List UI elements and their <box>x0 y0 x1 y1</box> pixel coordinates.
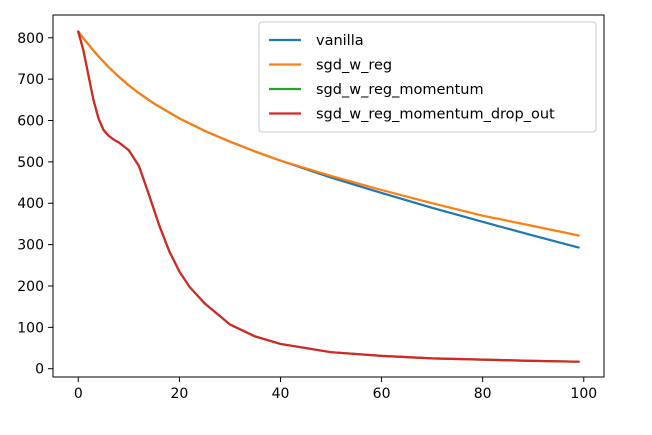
x-tick-label: 100 <box>570 386 597 402</box>
x-tick-label: 80 <box>474 386 492 402</box>
y-tick-label: 400 <box>17 196 44 212</box>
y-tick-label: 0 <box>35 362 44 378</box>
y-tick-label: 300 <box>17 238 44 254</box>
legend-label: vanilla <box>316 33 364 49</box>
y-tick-label: 600 <box>17 113 44 129</box>
series-layer <box>77 30 580 363</box>
plot-frame <box>52 14 605 378</box>
y-tick-label: 800 <box>17 31 44 47</box>
y-tick-label: 100 <box>17 320 44 336</box>
legend-label: sgd_w_reg <box>316 58 392 74</box>
legend: vanilla sgd_w_reg sgd_w_reg_momentum sgd_w_… <box>258 21 597 133</box>
series-line-sgd-w-reg <box>77 30 580 237</box>
legend-label: sgd_w_reg_momentum_drop_out <box>316 107 555 123</box>
y-tick-label: 500 <box>17 155 44 171</box>
legend-label: sgd_w_reg_momentum <box>316 82 484 98</box>
x-tick-label: 60 <box>373 386 391 402</box>
y-tick-label: 200 <box>17 279 44 295</box>
x-tick-label: 40 <box>272 386 290 402</box>
y-axis: 0 100 200 300 400 500 600 700 800 <box>17 31 53 378</box>
x-tick-label: 0 <box>74 386 83 402</box>
series-line-sgd-w-reg-momentum-drop-out <box>77 30 580 363</box>
x-tick-label: 20 <box>170 386 188 402</box>
x-axis: 0 20 40 60 80 100 <box>74 377 597 402</box>
y-tick-label: 700 <box>17 72 44 88</box>
legend-box <box>258 21 597 133</box>
